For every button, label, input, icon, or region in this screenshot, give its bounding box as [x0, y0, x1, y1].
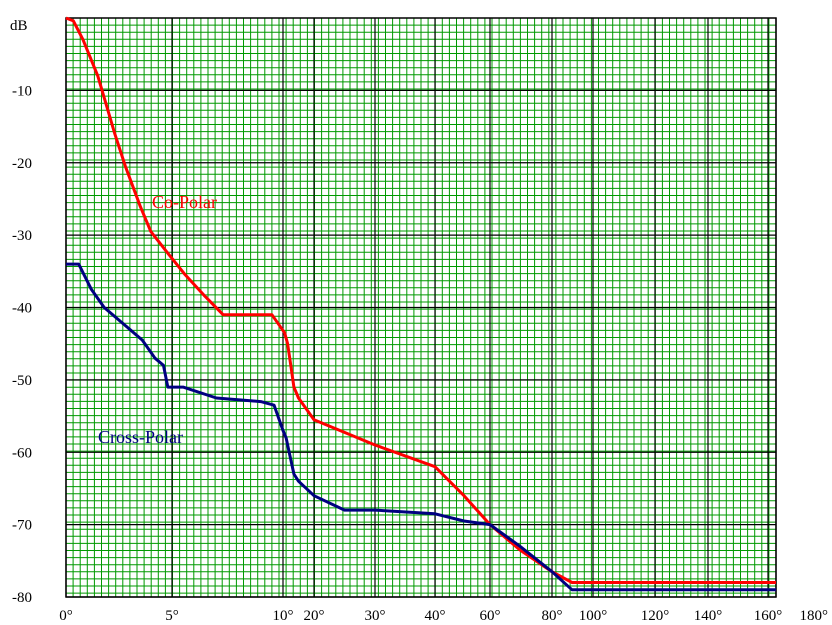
- x-tick-label: 140°: [694, 608, 723, 624]
- plot-border: [65, 17, 777, 598]
- x-tick-label: 0°: [59, 608, 73, 624]
- x-tick-label: 10°: [273, 608, 294, 624]
- x-tick-label: 60°: [480, 608, 501, 624]
- y-tick-label: -80: [12, 590, 32, 606]
- y-axis-tick-labels: -80 -70 -60 -50 -40 -30 -20 -10: [12, 83, 32, 606]
- x-tick-label: 40°: [425, 608, 446, 624]
- x-tick-label: 180°: [800, 608, 829, 624]
- co-polar-series-label: Co-Polar: [152, 192, 217, 212]
- y-tick-label: -40: [12, 301, 32, 317]
- cross-polar-series-label: Cross-Polar: [98, 427, 183, 447]
- x-axis-tick-labels: 0° 5° 10° 20° 30° 40° 60° 80° 100° 120° 140° 160° 18…: [59, 608, 828, 624]
- y-tick-label: -50: [12, 373, 32, 389]
- series-lines: [65, 16, 776, 592]
- x-tick-label: 20°: [304, 608, 325, 624]
- x-tick-label: 120°: [641, 608, 670, 624]
- y-tick-label: -70: [12, 518, 32, 534]
- x-tick-label: 80°: [542, 608, 563, 624]
- x-tick-label: 30°: [365, 608, 386, 624]
- y-tick-label: -20: [12, 156, 32, 172]
- cross-polar-line: [66, 262, 776, 592]
- y-tick-label: -10: [12, 83, 32, 99]
- major-grid: [65, 17, 777, 598]
- y-tick-label: -60: [12, 445, 32, 461]
- x-tick-label: 5°: [165, 608, 179, 624]
- y-axis-unit-label: dB: [10, 18, 28, 34]
- y-tick-label: -30: [12, 228, 32, 244]
- x-tick-label: 160°: [754, 608, 783, 624]
- x-tick-label: 100°: [579, 608, 608, 624]
- co-polar-line: [65, 16, 776, 584]
